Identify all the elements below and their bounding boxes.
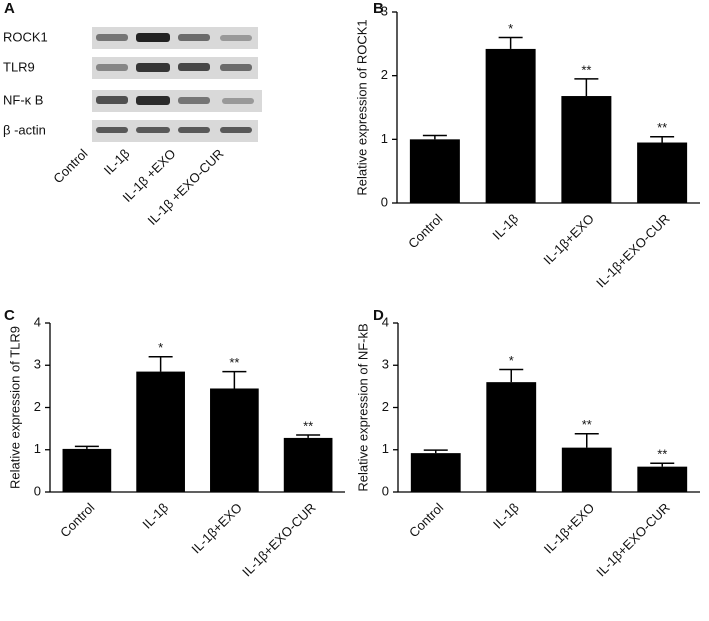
significance-mark: ** xyxy=(657,447,667,462)
x-tick-label: IL-1β+EXO xyxy=(540,211,597,268)
significance-mark: ** xyxy=(582,417,592,432)
y-tick-label: 1 xyxy=(381,131,388,146)
bar xyxy=(485,48,536,203)
x-tick-label: IL-1β+EXO xyxy=(541,500,598,557)
y-tick-label: 0 xyxy=(382,483,389,498)
y-tick-label: 1 xyxy=(382,441,389,456)
x-tick-label: IL-1β+EXO-CUR xyxy=(593,500,672,579)
blot-row-label: ROCK1 xyxy=(3,29,48,44)
blot-column-label: Control xyxy=(50,146,90,186)
x-tick-label: Control xyxy=(57,500,97,540)
bar xyxy=(561,96,612,203)
bar xyxy=(62,448,112,492)
panel-letter: B xyxy=(373,0,384,17)
x-tick-label: IL-1β+EXO-CUR xyxy=(593,211,672,290)
significance-mark: * xyxy=(158,340,163,355)
bar xyxy=(136,371,185,492)
panel-letter: C xyxy=(4,307,15,324)
x-tick-label: IL-1β xyxy=(489,211,521,243)
significance-mark: ** xyxy=(657,120,667,135)
panel-letter: D xyxy=(373,307,384,324)
significance-mark: ** xyxy=(229,355,239,370)
y-tick-label: 0 xyxy=(34,483,41,498)
y-tick-label: 0 xyxy=(381,194,388,209)
blot-row-label: β -actin xyxy=(3,122,46,137)
bar xyxy=(637,466,688,492)
significance-mark: ** xyxy=(581,62,591,77)
bar xyxy=(486,382,537,492)
blot-row-label: NF-κ B xyxy=(3,92,43,107)
y-axis-label: Relative expression of TLR9 xyxy=(7,326,22,489)
y-axis-label: Relative expression of NF-kB xyxy=(355,323,370,491)
significance-mark: * xyxy=(509,353,514,368)
bar xyxy=(637,142,688,203)
blot-bands xyxy=(96,33,254,133)
y-axis-label: Relative expression of ROCK1 xyxy=(354,19,369,195)
significance-mark: * xyxy=(508,21,513,36)
significance-mark: ** xyxy=(303,418,313,433)
blot-panel: A ROCK1 TLR9 NF-κ B β -actin Control IL-… xyxy=(3,0,262,228)
x-tick-label: Control xyxy=(405,211,445,251)
bar xyxy=(561,447,612,492)
blot-strips xyxy=(92,27,262,142)
panel-letter: A xyxy=(4,0,15,17)
y-tick-label: 4 xyxy=(382,314,389,329)
x-tick-label: IL-1β xyxy=(490,500,522,532)
blot-column-label: IL-1β xyxy=(101,146,133,178)
bar xyxy=(409,139,460,203)
bar xyxy=(410,453,461,492)
y-tick-label: 2 xyxy=(34,399,41,414)
y-tick-label: 1 xyxy=(34,441,41,456)
x-tick-label: IL-1β+EXO-CUR xyxy=(239,500,318,579)
bar xyxy=(210,388,259,492)
y-tick-label: 3 xyxy=(382,357,389,372)
x-tick-label: Control xyxy=(406,500,446,540)
bar xyxy=(283,437,333,492)
y-tick-label: 3 xyxy=(381,3,388,18)
x-tick-label: IL-1β xyxy=(139,500,171,532)
y-tick-label: 3 xyxy=(34,357,41,372)
y-tick-label: 2 xyxy=(382,399,389,414)
y-tick-label: 4 xyxy=(34,314,41,329)
blot-row-label: TLR9 xyxy=(3,59,35,74)
x-tick-label: IL-1β+EXO xyxy=(188,500,245,557)
y-tick-label: 2 xyxy=(381,67,388,82)
